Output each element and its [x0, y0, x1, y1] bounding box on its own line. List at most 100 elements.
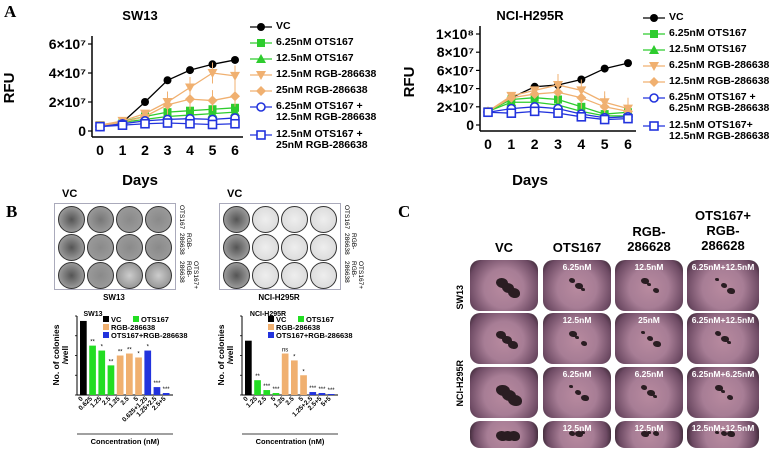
- dish-label: 12.5nM: [634, 423, 664, 433]
- plate-row-label: OTS167: [178, 205, 185, 230]
- plate-well: [281, 262, 308, 289]
- plate-row-label: OTS167+ RGB- 286638: [178, 261, 199, 290]
- panel-c-column-header: RGB- 286628: [627, 224, 671, 254]
- plate-well: [223, 206, 250, 233]
- dish-label: 12.5nM: [562, 423, 592, 433]
- bar-legend-label: OTS167: [141, 315, 169, 324]
- bar-annotation: ***: [328, 388, 336, 394]
- bar-legend-swatch: [298, 316, 304, 322]
- legend-label: 12.5nM OTS167+ 12.5nM RGB-286638: [669, 119, 770, 142]
- colony-dish: 6.25nM: [543, 260, 611, 311]
- colony: [581, 431, 585, 435]
- legend-marker: [643, 62, 665, 71]
- legend-label: 6.25nM OTS167: [276, 36, 354, 48]
- dish-label: 6.25nM+12.5nM: [691, 262, 755, 272]
- x-tick-label: 1: [507, 136, 515, 152]
- data-point: [553, 87, 563, 98]
- dish-label: 25nM: [638, 315, 660, 325]
- bar-annotation: **: [127, 348, 132, 354]
- colony-dish: [470, 260, 538, 311]
- colony: [715, 431, 719, 435]
- legend-label: 6.25nM OTS167: [669, 27, 747, 39]
- colony: [641, 431, 649, 438]
- legend-symbol: [256, 102, 266, 112]
- colony-dish: 12.5nM: [615, 421, 683, 448]
- data-point: [207, 69, 218, 78]
- bar-legend-swatch: [103, 316, 109, 322]
- x-tick-label: 5: [209, 142, 217, 158]
- bar: [80, 320, 87, 395]
- data-point: [483, 107, 493, 118]
- dish-label: 6.25nM: [634, 369, 664, 379]
- colony: [721, 390, 725, 394]
- plate-vc-label: VC: [62, 188, 78, 200]
- plate-well: [87, 206, 114, 233]
- data-point: [162, 118, 173, 128]
- bar: [98, 350, 106, 395]
- x-tick-label: 3: [164, 142, 172, 158]
- colony: [653, 288, 659, 293]
- legend-symbol: [256, 86, 266, 96]
- x-tick-label: 4: [577, 136, 585, 152]
- legend-marker: [250, 130, 272, 140]
- bar-annotation: ***: [318, 387, 326, 393]
- colony: [727, 431, 735, 438]
- data-point: [95, 121, 105, 132]
- bar-category-label: 0: [242, 395, 250, 403]
- y-tick-label: 0: [466, 117, 474, 133]
- bar-y-label: /well: [60, 346, 70, 364]
- bar-y-label: /well: [225, 346, 235, 364]
- x-tick-label: 2: [141, 142, 149, 158]
- colony-dish: [470, 313, 538, 364]
- bar-annotation: ***: [309, 386, 317, 392]
- bar: [309, 392, 317, 395]
- data-point: [529, 89, 540, 100]
- bar-annotation: **: [255, 374, 260, 380]
- dish-label: 6.25nM+6.25nM: [691, 369, 755, 379]
- bar: [281, 353, 289, 395]
- legend-symbol: [256, 130, 266, 140]
- data-point: [207, 95, 218, 106]
- bar: [263, 390, 271, 395]
- bar-y-label: No. of colonies: [216, 324, 226, 385]
- legend-marker: [250, 102, 272, 112]
- bar-x-label: Concentration (nM): [256, 437, 325, 446]
- colony-dish: 12.5nM: [543, 421, 611, 448]
- data-point: [553, 108, 563, 118]
- colony-dish: 6.25nM+12.5nM: [687, 260, 759, 311]
- bar-category-label: 2.5: [257, 395, 269, 407]
- y-tick-label: 2×10⁷: [437, 99, 475, 115]
- colony: [581, 288, 585, 292]
- bar-legend-label: OTS167+RGB-286638: [276, 331, 353, 340]
- bar-legend-swatch: [103, 324, 109, 330]
- bar-y-label: No. of colonies: [51, 324, 61, 385]
- colony: [647, 283, 651, 287]
- plate-well: [58, 234, 85, 261]
- bar-legend-swatch: [133, 316, 139, 322]
- legend-symbol: [257, 39, 265, 47]
- colony: [508, 431, 520, 441]
- plate-well: [252, 262, 279, 289]
- x-tick-label: 4: [186, 142, 194, 158]
- plate-well: [281, 234, 308, 261]
- plate-row-label: OTS167+ RGB- 286638: [343, 261, 364, 290]
- data-point: [600, 64, 609, 73]
- bar-annotation: **: [90, 340, 95, 346]
- legend-symbol: [256, 54, 266, 63]
- panel-c-row-header: NCI-H295R: [455, 360, 465, 407]
- colony: [721, 283, 727, 288]
- bar: [318, 393, 326, 395]
- bar-category-label: 5: [270, 395, 278, 403]
- bar-category-label: 5: [297, 395, 305, 403]
- plate-well: [145, 206, 172, 233]
- legend-symbol: [256, 71, 266, 80]
- plate-well: [87, 262, 114, 289]
- x-tick-label: 1: [119, 142, 127, 158]
- plate-well: [252, 206, 279, 233]
- bar: [291, 360, 298, 395]
- plate-well: [310, 206, 337, 233]
- plate-well: [310, 262, 337, 289]
- plate-vc-label: VC: [227, 188, 243, 200]
- bar-annotation: ***: [163, 387, 171, 393]
